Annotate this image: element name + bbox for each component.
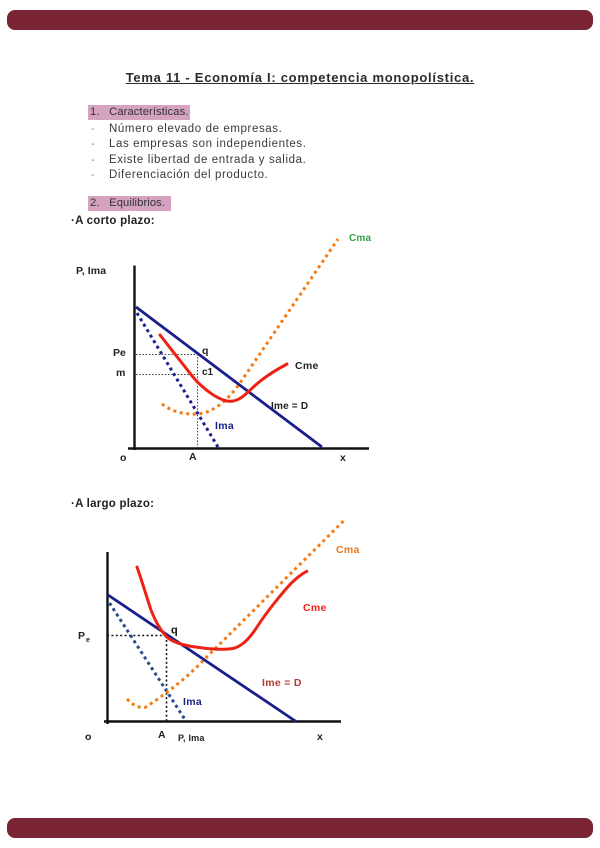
svg-text:Ima: Ima xyxy=(215,420,234,432)
svg-text:q: q xyxy=(202,345,208,357)
svg-text:P, Ima: P, Ima xyxy=(76,265,106,277)
svg-text:Cma: Cma xyxy=(349,233,372,244)
svg-text:Ime = D: Ime = D xyxy=(271,401,308,412)
svg-text:Cma: Cma xyxy=(336,544,360,556)
svg-text:x: x xyxy=(317,731,323,743)
svg-text:Ime = D: Ime = D xyxy=(262,677,302,689)
svg-text:A: A xyxy=(189,451,197,463)
svg-text:P, Ima: P, Ima xyxy=(178,733,205,743)
svg-text:e: e xyxy=(86,637,90,644)
svg-text:o: o xyxy=(120,452,126,464)
svg-text:A: A xyxy=(158,729,166,741)
svg-text:Cme: Cme xyxy=(295,360,319,372)
svg-text:m: m xyxy=(116,367,125,379)
svg-text:c1: c1 xyxy=(202,367,214,378)
svg-text:q: q xyxy=(171,625,178,637)
svg-text:P: P xyxy=(78,630,85,642)
svg-text:Ima: Ima xyxy=(183,696,202,708)
svg-text:Pe: Pe xyxy=(113,347,126,359)
svg-text:o: o xyxy=(85,731,91,743)
svg-text:x: x xyxy=(340,452,346,464)
svg-text:Cme: Cme xyxy=(303,602,327,614)
